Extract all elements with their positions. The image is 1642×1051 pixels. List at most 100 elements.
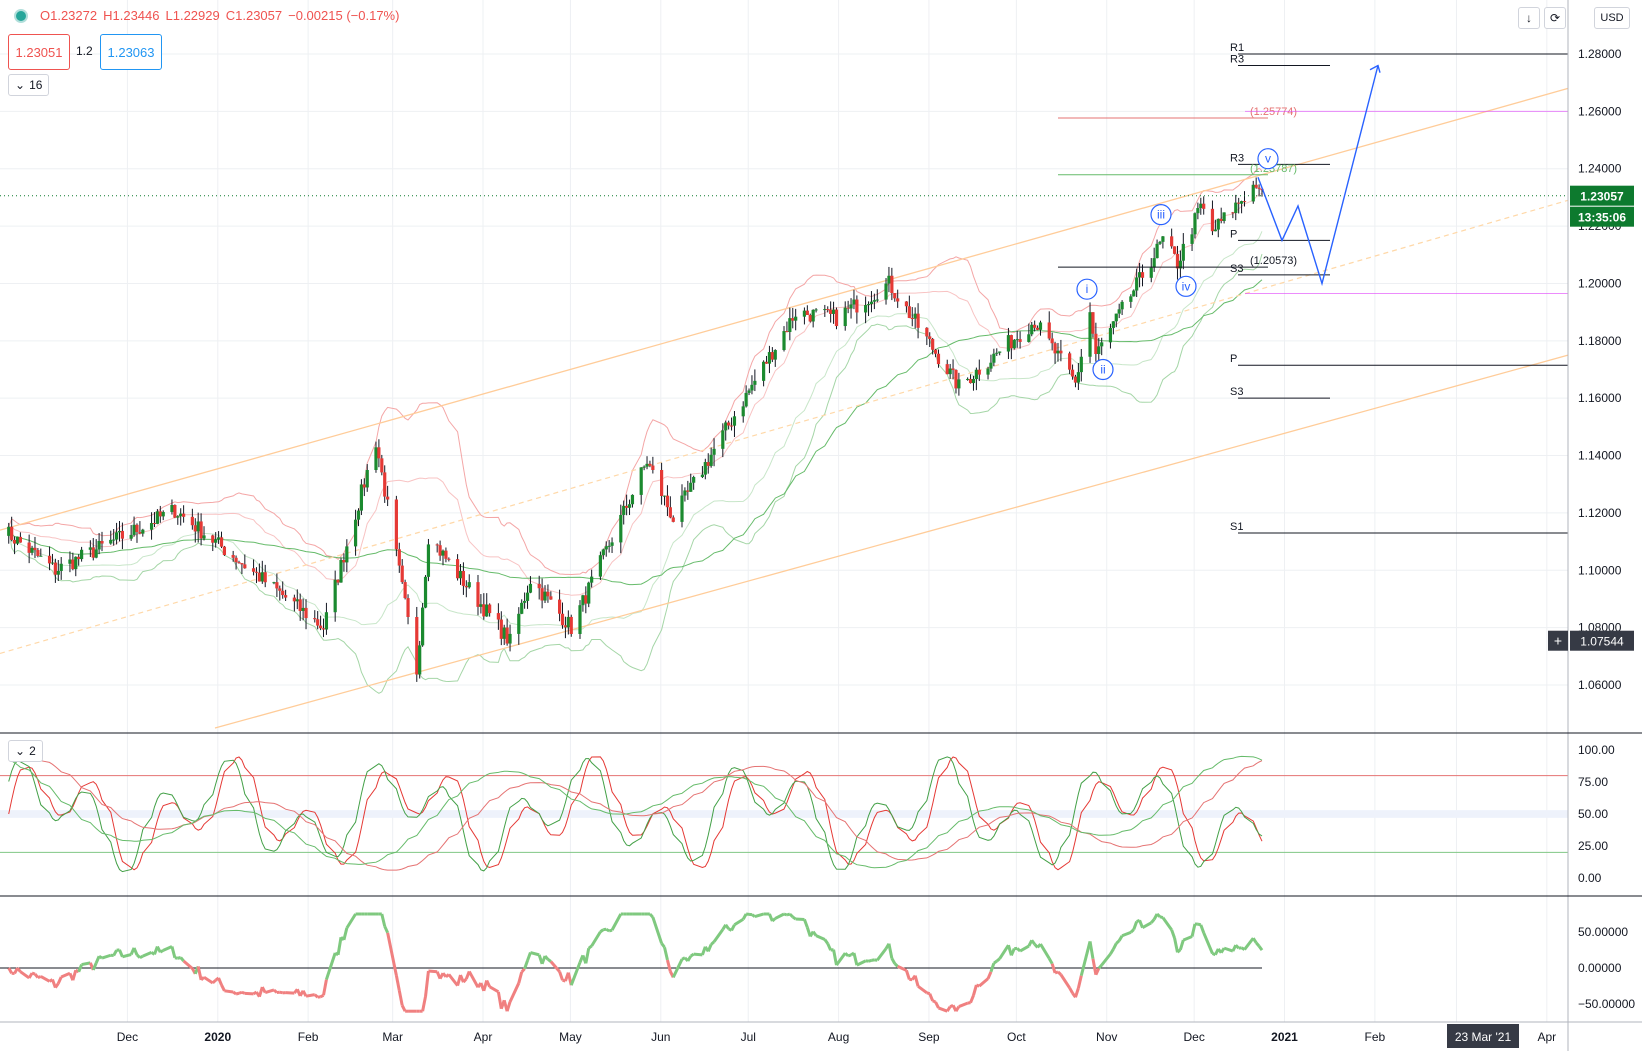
oscillator-segment [689, 952, 695, 958]
oscillator-segment [428, 969, 438, 974]
buy-button[interactable]: 1.23063 [100, 34, 162, 70]
candle-body [59, 563, 63, 571]
candle-body [1073, 376, 1078, 383]
oscillator-segment [1019, 944, 1030, 953]
currency-selector[interactable]: USD [1594, 7, 1630, 29]
oscillator-segment [926, 991, 931, 996]
candle-body [295, 599, 299, 602]
candle-body [240, 563, 244, 565]
candle-body [1097, 346, 1101, 354]
stoch-toggle[interactable]: ⌄ 2 [8, 740, 43, 762]
oscillator-segment [159, 949, 164, 954]
candle-body [485, 604, 489, 617]
candle-body [1129, 296, 1133, 302]
grid-lines [0, 0, 1568, 1022]
time-tick-label: Nov [1096, 1030, 1117, 1044]
candle-body [406, 598, 410, 617]
oscillator-segment [856, 959, 867, 967]
candle-body [1068, 353, 1072, 370]
candle-body [1120, 301, 1124, 310]
oscillator-segment [992, 959, 998, 965]
candle-body [517, 613, 521, 634]
oscillator-segment [232, 990, 237, 996]
candle-body [741, 406, 745, 417]
lower-band [8, 253, 1263, 694]
candle-body [1242, 201, 1247, 203]
oscillator-segment [1117, 934, 1124, 942]
oscillator-segment [301, 990, 308, 997]
candle-body [132, 524, 136, 535]
candle-body [1038, 322, 1043, 330]
candle-body [502, 627, 506, 639]
level-label: (1.20573) [1250, 255, 1297, 267]
oscillator-segment [238, 990, 243, 995]
candle-body [193, 525, 197, 532]
oscillator-segment [530, 951, 540, 957]
oscillator-segment [605, 927, 610, 933]
oscillator-segment [241, 990, 246, 995]
oscillator-segment [517, 971, 524, 984]
oscillator-segment [179, 956, 185, 962]
refresh-button[interactable]: ⟳ [1544, 7, 1566, 29]
candle-body [251, 568, 256, 572]
candle-body [1210, 208, 1215, 232]
candle-body [648, 463, 652, 466]
candle-body [598, 555, 602, 577]
candle-body [1108, 327, 1113, 343]
oscillator-segment [170, 946, 177, 959]
oscillator-segment [823, 938, 829, 945]
candle-body [520, 602, 524, 614]
oscillator-segment [462, 977, 468, 984]
candle-body [324, 612, 329, 630]
oscillator-segment [1182, 935, 1193, 942]
oscillator-segment [1219, 947, 1226, 954]
candle-body [254, 571, 259, 573]
candle-body [426, 544, 431, 577]
oscillator-segment [505, 1001, 512, 1012]
scroll-down-button[interactable]: ↓ [1518, 7, 1540, 29]
oscillator-segment [1156, 912, 1162, 918]
candle-body [543, 591, 547, 601]
candle-body [1030, 324, 1034, 335]
candle-body [1047, 322, 1051, 339]
oscillator-segment [1094, 967, 1101, 976]
oscillator-segment [235, 991, 240, 996]
candle-body [36, 550, 40, 556]
candle-body [438, 545, 442, 556]
candle-body [263, 572, 267, 583]
price-tick-label: 1.20000 [1578, 276, 1622, 290]
market-status-icon [14, 8, 28, 23]
oscillator-segment [112, 949, 118, 957]
sell-button[interactable]: 1.23051 [8, 34, 70, 70]
oscillator-segment [803, 918, 809, 928]
candle-body [625, 505, 629, 508]
candle-body [211, 535, 215, 543]
candle-body [77, 556, 81, 560]
candle-body [1079, 356, 1083, 373]
candlestick-series [7, 177, 1264, 682]
candle-body [727, 422, 731, 426]
candle-body [467, 582, 471, 588]
oscillator-segment [7, 967, 13, 975]
candle-body [1172, 246, 1177, 254]
candle-body [893, 293, 897, 299]
stoch-tick-label: 50.00 [1578, 807, 1608, 821]
candle-body [1132, 290, 1136, 297]
candle-body [214, 539, 218, 543]
channel-lower [214, 354, 1569, 729]
indicators-toggle[interactable]: ⌄ 16 [8, 74, 50, 96]
oscillator-segment [1176, 948, 1182, 954]
ohlc-legend: O1.23272 H1.23446 L1.22929 C1.23057 −0.0… [14, 8, 399, 23]
oscillator-segment [1257, 945, 1264, 952]
time-tick-label: Oct [1007, 1030, 1026, 1044]
stoch-band [0, 810, 1568, 818]
oscillator-segment [485, 979, 492, 988]
candle-body [138, 532, 142, 534]
candle-body [607, 545, 611, 547]
oscillator-segment [1115, 939, 1121, 945]
channel-mid [0, 199, 1569, 655]
candle-body [1033, 324, 1037, 328]
oscillator-segment [1079, 940, 1092, 977]
price-tick-label: 1.26000 [1578, 104, 1622, 118]
